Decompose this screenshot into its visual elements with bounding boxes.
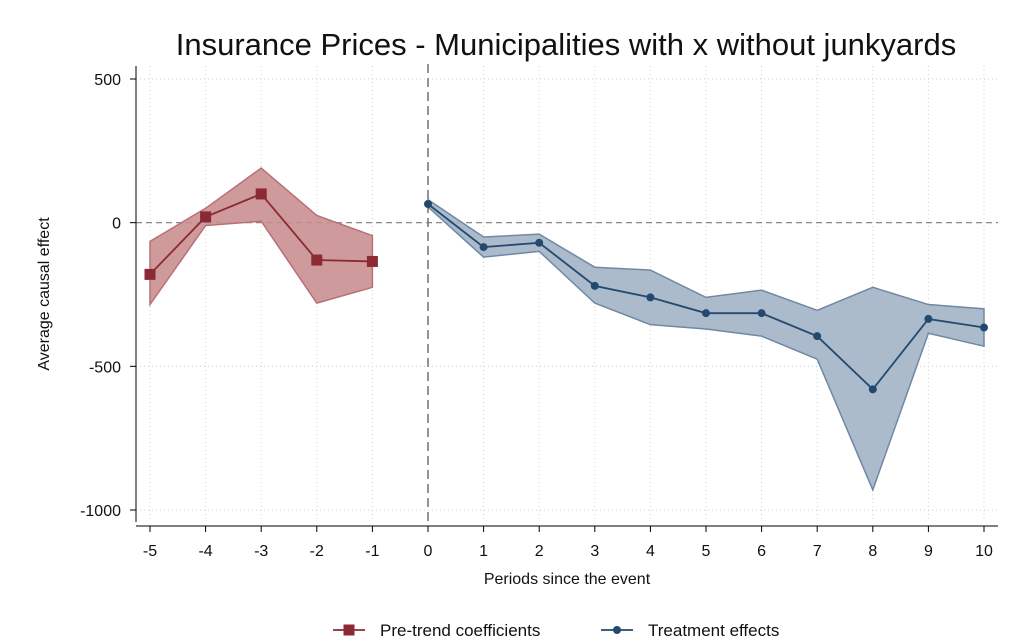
x-tick-label: 1 [479,543,488,560]
data-point-1 [311,254,323,266]
x-tick-label: 9 [924,543,933,560]
data-point-2 [479,243,488,252]
data-point-2 [868,385,877,394]
legend: Pre-trend coefficients Treatment effects [333,621,779,640]
data-point-2 [424,199,432,208]
legend-marker-2 [613,626,621,634]
data-point-2 [924,314,933,323]
legend-marker-1 [343,624,355,636]
data-point-2 [757,309,766,318]
x-tick-label: 5 [702,543,711,560]
data-point-2 [702,309,710,318]
x-tick-label: -1 [365,543,379,560]
data-point-2 [535,238,544,247]
legend-label-1: Pre-trend coefficients [380,621,540,640]
x-tick-label: -4 [198,543,212,560]
data-point-2 [590,281,599,290]
x-tick-label: -5 [143,543,157,560]
x-tick-label: 8 [868,543,877,560]
x-tick-label: 10 [975,543,993,560]
series-markers [144,188,988,394]
confidence-bands [149,167,985,492]
data-point-2 [646,293,655,302]
x-tick-label: 3 [590,543,599,560]
y-axis-title: Average causal effect [36,217,53,371]
x-tick-label: 7 [813,543,822,560]
y-tick-label: 500 [94,72,121,89]
y-tick-label: -1000 [80,503,121,520]
data-point-2 [813,332,822,341]
x-tick-label: 6 [757,543,766,560]
x-tick-label: 2 [535,543,544,560]
data-point-1 [144,268,156,280]
data-point-1 [366,255,378,267]
data-point-2 [980,323,988,332]
data-point-1 [255,188,267,200]
confidence-band-1 [149,167,374,307]
x-tick-label: -3 [254,543,268,560]
x-axis-title: Periods since the event [484,571,651,588]
legend-label-2: Treatment effects [648,621,779,640]
data-point-1 [200,211,212,223]
axes: -5 -4 -3 -2 -1 0 1 2 3 4 5 6 7 8 9 10 -1000 -500 0 500 [80,66,998,560]
chart-title: Insurance Prices - Municipalities with x… [176,27,956,62]
confidence-band-2 [427,198,985,492]
x-tick-label: 0 [424,543,433,560]
x-tick-label: -2 [310,543,324,560]
y-tick-label: 0 [112,216,121,233]
x-tick-label: 4 [646,543,655,560]
y-tick-label: -500 [89,359,121,376]
